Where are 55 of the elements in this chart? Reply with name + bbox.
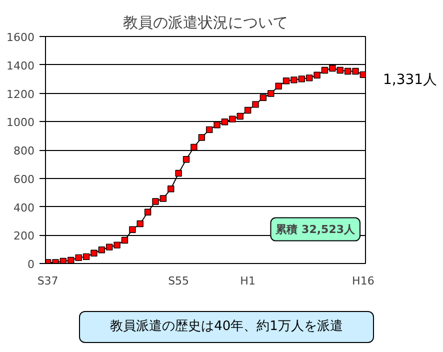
x-tick-label: S37 [37,274,58,288]
point [90,250,98,256]
point [198,134,206,141]
y-tick-label: 800 [14,144,35,158]
point [290,76,298,84]
point [221,118,228,126]
x-tick-label: H1 [240,274,256,288]
point [206,126,213,134]
point [352,68,359,75]
point [252,101,259,108]
annotation: 累積 32,523人 [274,222,356,236]
text: 教員派遣の歴史は40年、約1万人を派遣 [79,310,374,344]
point [360,71,366,78]
y-tick-label: 600 [14,172,35,186]
point [75,254,82,262]
point [121,236,128,244]
point [129,226,136,233]
point [344,68,352,75]
point [260,94,267,101]
y-tick-label: 0 [28,258,34,271]
point [175,170,182,177]
point [98,246,106,254]
point [144,208,152,216]
point [229,116,236,122]
point [336,66,344,74]
point [182,156,190,163]
y-tick-label: 200 [14,230,35,243]
y-tick-label: 1400 [6,59,35,72]
point [114,242,120,248]
y-tick-label: 400 [14,201,35,214]
chart-title: 教員の派遣状況について [123,14,288,32]
x-tick-label: S55 [168,274,190,288]
point [214,122,220,128]
point [298,76,306,82]
point [168,186,174,192]
point [321,66,328,74]
data-label: 1,331人 [383,71,438,90]
y-tick-label: 1600 [6,31,35,44]
point [82,253,90,260]
point [275,82,282,90]
point [268,90,274,97]
point [152,198,159,205]
y-tick-label: 1000 [6,116,35,130]
point [244,106,252,114]
point [314,72,320,78]
point [190,144,198,151]
point [106,244,113,250]
point [306,74,313,82]
y-tick-label: 1200 [6,88,35,101]
point [282,78,290,84]
point [329,64,336,72]
point [236,112,244,120]
point [136,220,144,228]
x-tick-label: H16 [352,274,374,288]
point [160,195,167,202]
